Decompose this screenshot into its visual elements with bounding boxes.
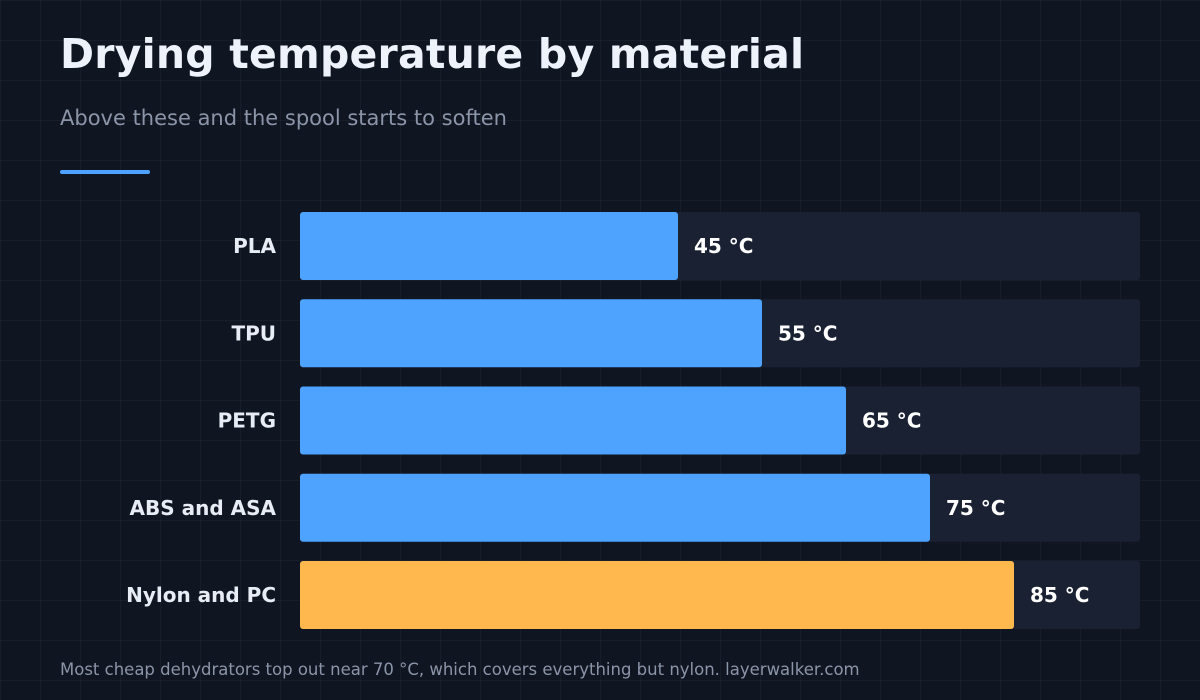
- category-label: ABS and ASA: [130, 496, 277, 520]
- category-label: PETG: [218, 409, 276, 433]
- bar-petg: [300, 386, 846, 455]
- bar-tpu: [300, 299, 762, 368]
- bar-nylon-and-pc: [300, 561, 1014, 629]
- value-label: 55 °C: [778, 321, 837, 345]
- value-label: 85 °C: [1030, 583, 1089, 607]
- category-label: PLA: [233, 234, 276, 258]
- value-label: 65 °C: [862, 409, 921, 433]
- bar-abs-and-asa: [300, 473, 930, 542]
- category-label: Nylon and PC: [126, 583, 276, 607]
- chart-title: Drying temperature by material: [60, 30, 805, 78]
- category-label: TPU: [231, 321, 276, 345]
- accent-rule: [60, 170, 150, 174]
- chart-subtitle: Above these and the spool starts to soft…: [60, 106, 507, 130]
- value-label: 75 °C: [946, 496, 1005, 520]
- value-label: 45 °C: [694, 234, 753, 258]
- chart-footer: Most cheap dehydrators top out near 70 °…: [60, 660, 860, 679]
- bar-pla: [300, 212, 678, 280]
